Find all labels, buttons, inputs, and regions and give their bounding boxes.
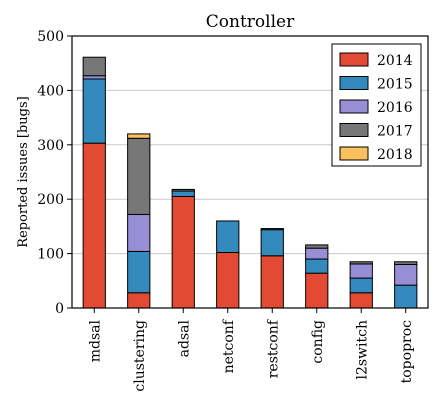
legend-label-2016: 2016 (377, 100, 413, 116)
axes: 0 100 200 300 400 500 mdsal clustering adsal netc… (37, 29, 429, 392)
legend-swatch-2016 (339, 99, 369, 114)
bar-clustering-2018 (127, 133, 151, 139)
legend-swatch-2017 (339, 123, 369, 137)
y-tick-label: 300 (37, 138, 64, 154)
x-tick-label: l2switch (354, 320, 370, 380)
x-tick-label: topoproc (399, 320, 415, 384)
bar-topoproc-2017 (394, 261, 418, 265)
bars (82, 56, 418, 309)
bar-clustering-2015 (127, 250, 151, 294)
bar-adsal-2015 (171, 190, 195, 197)
bar-clustering-2016 (127, 213, 151, 252)
bar-topoproc-2015 (394, 284, 418, 309)
chart-title: Controller (206, 12, 295, 32)
bar-clustering-2017 (127, 137, 151, 215)
y-tick-label: 200 (37, 192, 64, 208)
bar-config-2016 (305, 247, 329, 260)
legend: 2014 2015 2016 2017 2018 (331, 43, 422, 167)
bar-l2switch-2016 (349, 263, 373, 279)
bar-restconf-2014 (260, 255, 284, 309)
bar-l2switch-2015 (349, 277, 373, 294)
legend-swatch-2014 (339, 52, 369, 67)
bar-mdsal-2015 (82, 78, 106, 144)
bar-topoproc-2016 (394, 263, 418, 286)
y-tick-label: 100 (37, 247, 64, 263)
x-tick-label: config (310, 320, 326, 364)
legend-label-2014: 2014 (377, 53, 413, 69)
bar-config-2017 (305, 244, 329, 249)
bar-netconf-2014 (216, 252, 240, 309)
bar-adsal-2017 (171, 188, 195, 192)
legend-label-2018: 2018 (377, 147, 413, 163)
y-tick-label: 0 (55, 301, 64, 317)
bar-adsal-2014 (171, 195, 195, 309)
x-tick-label: netconf (221, 318, 237, 373)
bar-mdsal-2017 (82, 56, 106, 77)
x-tick-label: adsal (176, 319, 192, 357)
plot-frame (71, 35, 429, 309)
bar-restconf-2017 (260, 228, 284, 231)
legend-swatch-2015 (339, 76, 369, 90)
x-tick-label: restconf (265, 318, 281, 378)
bar-netconf-2015 (216, 220, 240, 254)
bar-l2switch-2017 (349, 261, 373, 265)
y-tick-label: 500 (37, 29, 64, 45)
legend-label-2015: 2015 (377, 77, 413, 93)
bar-clustering-2014 (127, 292, 151, 309)
bar-restconf-2015 (260, 229, 284, 257)
y-axis-label: Reported issues [bugs] (16, 96, 31, 247)
x-tick-label: mdsal (87, 319, 103, 362)
x-tick-label: clustering (132, 320, 148, 392)
bar-config-2014 (305, 272, 329, 309)
bar-mdsal-2014 (82, 142, 106, 309)
legend-label-2017: 2017 (377, 124, 413, 140)
bar-config-2015 (305, 258, 329, 274)
legend-swatch-2018 (339, 146, 369, 161)
bar-l2switch-2014 (349, 292, 373, 309)
y-tick-label: 400 (37, 83, 64, 99)
